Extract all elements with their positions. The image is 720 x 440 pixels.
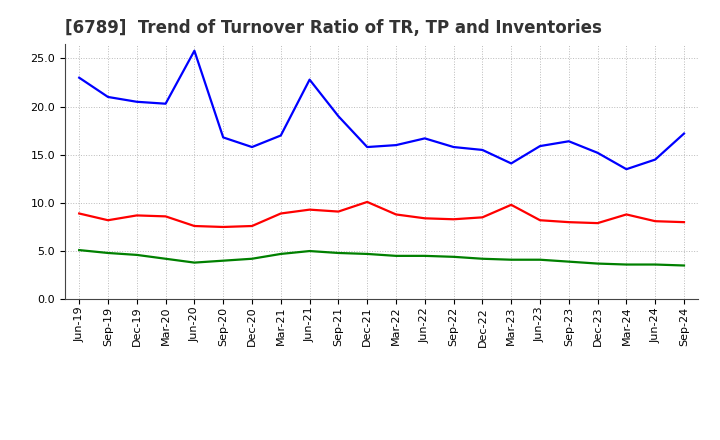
Trade Payables — [536, 143, 544, 149]
Trade Payables — [104, 94, 112, 99]
Inventories — [449, 254, 458, 260]
Inventories — [680, 263, 688, 268]
Trade Receivables — [161, 214, 170, 219]
Trade Payables — [132, 99, 141, 104]
Trade Payables — [507, 161, 516, 166]
Inventories — [536, 257, 544, 262]
Trade Receivables — [622, 212, 631, 217]
Inventories — [392, 253, 400, 259]
Trade Receivables — [536, 218, 544, 223]
Inventories — [305, 249, 314, 254]
Trade Receivables — [190, 224, 199, 229]
Inventories — [564, 259, 573, 264]
Trade Payables — [248, 144, 256, 150]
Trade Payables — [392, 143, 400, 148]
Inventories — [593, 261, 602, 266]
Trade Receivables — [363, 199, 372, 205]
Trade Payables — [651, 157, 660, 162]
Trade Payables — [449, 144, 458, 150]
Inventories — [622, 262, 631, 267]
Inventories — [363, 251, 372, 257]
Trade Payables — [564, 139, 573, 144]
Trade Receivables — [420, 216, 429, 221]
Trade Payables — [334, 114, 343, 119]
Inventories — [190, 260, 199, 265]
Inventories — [104, 250, 112, 256]
Trade Payables — [420, 136, 429, 141]
Inventories — [132, 252, 141, 257]
Trade Payables — [478, 147, 487, 153]
Trade Receivables — [507, 202, 516, 208]
Inventories — [334, 250, 343, 256]
Line: Trade Payables: Trade Payables — [79, 51, 684, 169]
Trade Receivables — [248, 224, 256, 229]
Inventories — [507, 257, 516, 262]
Trade Receivables — [305, 207, 314, 212]
Line: Trade Receivables: Trade Receivables — [79, 202, 684, 227]
Inventories — [161, 256, 170, 261]
Trade Receivables — [593, 220, 602, 226]
Trade Receivables — [75, 211, 84, 216]
Trade Payables — [680, 131, 688, 136]
Trade Receivables — [564, 220, 573, 225]
Trade Receivables — [680, 220, 688, 225]
Inventories — [651, 262, 660, 267]
Trade Receivables — [104, 218, 112, 223]
Trade Payables — [305, 77, 314, 82]
Trade Payables — [593, 150, 602, 155]
Trade Receivables — [478, 215, 487, 220]
Trade Receivables — [219, 224, 228, 230]
Trade Payables — [161, 101, 170, 106]
Trade Receivables — [651, 219, 660, 224]
Legend: Trade Receivables, Trade Payables, Inventories: Trade Receivables, Trade Payables, Inven… — [149, 439, 614, 440]
Trade Receivables — [392, 212, 400, 217]
Text: [6789]  Trend of Turnover Ratio of TR, TP and Inventories: [6789] Trend of Turnover Ratio of TR, TP… — [65, 19, 602, 37]
Inventories — [420, 253, 429, 259]
Trade Payables — [363, 144, 372, 150]
Inventories — [276, 251, 285, 257]
Inventories — [75, 247, 84, 253]
Trade Receivables — [132, 213, 141, 218]
Trade Payables — [276, 133, 285, 138]
Inventories — [478, 256, 487, 261]
Inventories — [248, 256, 256, 261]
Inventories — [219, 258, 228, 263]
Line: Inventories: Inventories — [79, 250, 684, 265]
Trade Receivables — [334, 209, 343, 214]
Trade Payables — [190, 48, 199, 53]
Trade Payables — [219, 135, 228, 140]
Trade Payables — [75, 75, 84, 81]
Trade Payables — [622, 167, 631, 172]
Trade Receivables — [276, 211, 285, 216]
Trade Receivables — [449, 216, 458, 222]
